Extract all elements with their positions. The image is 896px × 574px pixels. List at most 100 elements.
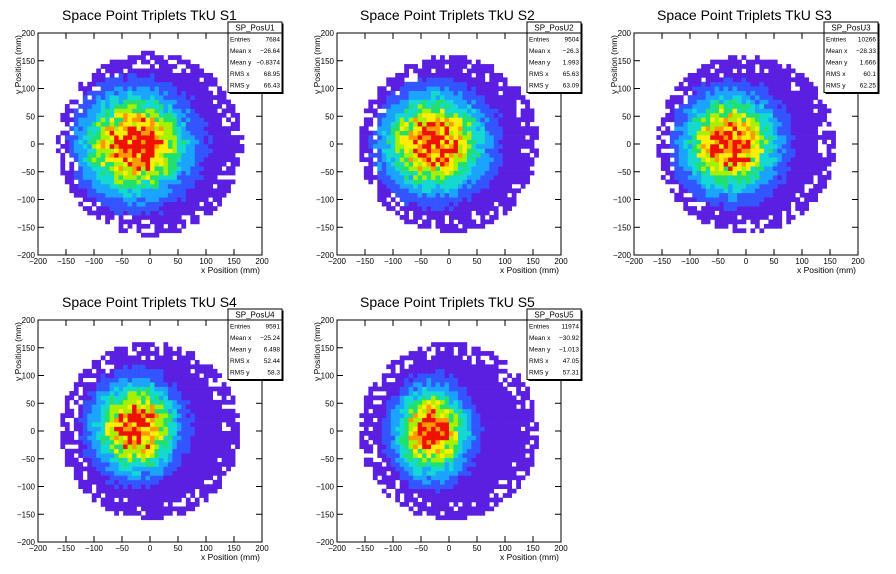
heatmap-cell	[656, 152, 662, 158]
heatmap-cell	[176, 439, 182, 445]
heatmap-cell	[118, 364, 124, 370]
heatmap-cell	[190, 493, 196, 498]
heatmap-cell	[230, 395, 236, 401]
heatmap-cell	[194, 144, 200, 149]
heatmap-cell	[172, 484, 178, 490]
heatmap-cell	[96, 121, 102, 127]
heatmap-cell	[453, 210, 459, 216]
heatmap-cell	[723, 179, 729, 185]
heatmap-cell	[141, 431, 146, 436]
heatmap-cell	[172, 422, 178, 427]
heatmap-cell	[754, 144, 760, 149]
heatmap-cell	[123, 439, 128, 445]
heatmap-cell	[462, 170, 468, 176]
heatmap-cell	[390, 126, 396, 131]
heatmap-cell	[493, 197, 499, 203]
heatmap-cell	[176, 95, 182, 100]
heatmap-cell	[114, 355, 119, 361]
heatmap-cell	[413, 183, 418, 189]
heatmap-cell	[190, 395, 196, 401]
heatmap-cell	[804, 99, 810, 105]
heatmap-cell	[737, 90, 742, 96]
heatmap-cell	[217, 95, 222, 100]
heatmap-cell	[502, 161, 508, 167]
heatmap-cell	[91, 444, 97, 450]
heatmap-cell	[150, 413, 155, 418]
heatmap-cell	[145, 355, 151, 361]
heatmap-cell	[457, 86, 463, 92]
heatmap-cell	[763, 64, 769, 69]
heatmap-cell	[701, 117, 706, 123]
heatmap-cell	[386, 81, 392, 87]
heatmap-cell	[203, 399, 209, 405]
heatmap-cell	[701, 108, 706, 114]
heatmap-cell	[444, 81, 450, 87]
heatmap-cell	[154, 515, 160, 521]
heatmap-cell	[185, 175, 191, 180]
heatmap-cell	[194, 170, 200, 176]
heatmap-cell	[172, 166, 178, 171]
heatmap-cell	[154, 408, 160, 414]
heatmap-cell	[449, 117, 454, 123]
heatmap-cell	[82, 426, 88, 432]
heatmap-cell	[692, 112, 698, 118]
heatmap-cell	[449, 161, 454, 167]
heatmap-cell	[194, 68, 200, 74]
heatmap-cell	[158, 104, 164, 109]
heatmap-cell	[109, 391, 115, 396]
heatmap-cell	[714, 112, 720, 118]
heatmap-cell	[194, 139, 200, 145]
heatmap-cell	[212, 408, 218, 414]
heatmap-cell	[723, 223, 729, 229]
heatmap-cell	[105, 99, 110, 105]
heatmap-cell	[489, 81, 495, 87]
heatmap-cell	[127, 413, 133, 418]
heatmap-cell	[768, 117, 774, 123]
heatmap-cell	[817, 117, 823, 123]
heatmap-cell	[453, 135, 459, 140]
heatmap-cell	[457, 130, 463, 136]
heatmap-cell	[221, 391, 227, 396]
heatmap-cell	[381, 170, 387, 176]
stats-row-label: RMS x	[826, 71, 846, 78]
heatmap-cell	[381, 166, 387, 171]
heatmap-cell	[714, 161, 720, 167]
heatmap-cell	[100, 64, 106, 69]
heatmap-cell	[683, 104, 689, 109]
heatmap-cell	[741, 157, 747, 163]
heatmap-cell	[208, 77, 214, 83]
heatmap-cell	[746, 95, 751, 100]
heatmap-cell	[127, 435, 133, 441]
heatmap-cell	[199, 86, 205, 92]
heatmap-cell	[194, 475, 200, 481]
heatmap-cell	[208, 439, 214, 445]
heatmap-cell	[687, 152, 693, 158]
heatmap-cell	[386, 126, 392, 131]
heatmap-cell	[440, 144, 445, 149]
heatmap-cell	[105, 188, 110, 194]
heatmap-cell	[763, 201, 769, 207]
heatmap-cell	[185, 161, 191, 167]
heatmap-cell	[163, 484, 169, 490]
heatmap-cell	[759, 201, 765, 207]
heatmap-cell	[683, 77, 689, 83]
heatmap-cell	[759, 197, 765, 203]
heatmap-cell	[449, 166, 454, 171]
heatmap-cell	[203, 475, 209, 481]
heatmap-cell	[498, 183, 504, 189]
heatmap-cell	[786, 95, 792, 100]
heatmap-cell	[208, 192, 214, 198]
heatmap-cell	[746, 90, 751, 96]
heatmap-cell	[449, 95, 454, 100]
heatmap-cell	[741, 228, 747, 234]
heatmap-cell	[763, 148, 769, 154]
heatmap-cell	[176, 457, 182, 463]
heatmap-cell	[136, 188, 142, 194]
heatmap-cell	[737, 157, 742, 163]
heatmap-cell	[674, 135, 680, 140]
heatmap-cell	[696, 179, 702, 185]
heatmap-cell	[96, 431, 102, 436]
heatmap-cell	[799, 72, 805, 78]
heatmap-cell	[746, 175, 751, 180]
heatmap-cell	[145, 144, 151, 149]
